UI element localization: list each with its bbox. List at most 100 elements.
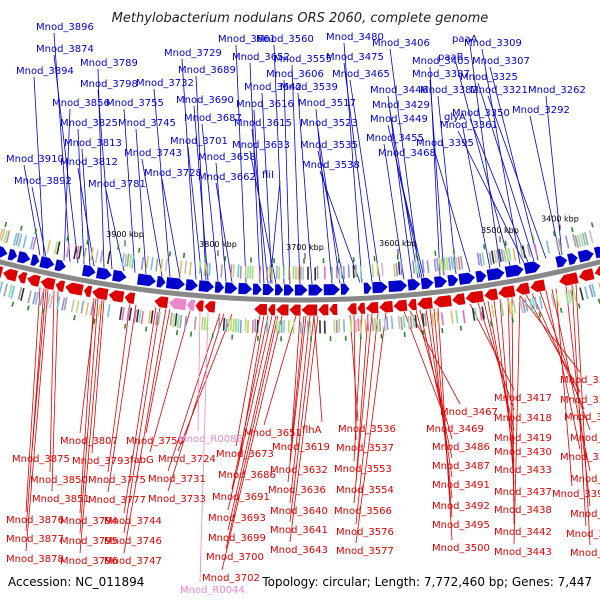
rna-track-mark — [329, 336, 332, 342]
forward-gene-label: Mnod_3429 — [372, 100, 430, 111]
cog-track-mark — [347, 264, 350, 278]
forward-gene-label: fliI — [262, 170, 274, 181]
reverse-gene-label: Mnod_3777 — [88, 495, 146, 506]
rna-track-mark — [20, 225, 23, 231]
forward-feature — [214, 281, 225, 293]
reverse-gene-label: Mnod_3640 — [270, 506, 328, 517]
cog-track-mark — [340, 265, 343, 279]
cog-track-mark — [331, 266, 333, 280]
tick-label: 3400 kbp — [541, 214, 579, 223]
cog-track-mark — [121, 307, 125, 321]
cog-track-mark — [576, 234, 582, 248]
cog-track-mark — [179, 314, 183, 329]
reverse-gene-label: Mnod_3366 — [570, 433, 600, 444]
cog-track-mark — [521, 245, 526, 259]
forward-gene-label: Mnod_3701 — [170, 136, 228, 147]
cog-track-mark — [20, 287, 25, 301]
cog-track-mark — [5, 230, 11, 244]
cog-track-mark — [205, 262, 209, 276]
forward-feature — [224, 282, 238, 294]
reverse-feature — [347, 303, 357, 315]
forward-gene-label: Mnod_3615 — [234, 118, 292, 129]
cog-track-mark — [32, 236, 37, 250]
reverse-gene-label: Mnod_3469 — [426, 424, 484, 435]
cog-track-mark — [126, 253, 130, 267]
cog-track-mark — [572, 288, 577, 302]
reverse-gene-label: Mnod_3851 — [32, 494, 90, 505]
forward-gene-label: Mnod_3395 — [416, 138, 474, 149]
cog-track-mark — [588, 230, 594, 244]
forward-gene-label: Mnod_3405 — [412, 56, 470, 67]
forward-gene-label: paaA — [452, 34, 478, 45]
forward-feature — [475, 270, 487, 283]
rna-track-mark — [452, 248, 456, 254]
cog-track-mark — [138, 309, 142, 323]
cog-track-mark — [123, 254, 128, 268]
cog-track-mark — [383, 318, 387, 332]
cog-track-mark — [450, 310, 454, 324]
forward-gene-label: Mnod_3728 — [144, 168, 202, 179]
cog-track-mark — [140, 256, 145, 270]
forward-gene-label: Mnod_3455 — [366, 133, 424, 144]
rna-track-mark — [138, 247, 141, 253]
forward-gene-label: Mnod_3687 — [184, 113, 242, 124]
rna-track-mark — [373, 256, 376, 262]
cog-track-mark — [283, 319, 285, 333]
cog-track-mark — [414, 314, 418, 328]
forward-feature — [0, 245, 8, 258]
cog-track-mark — [169, 312, 173, 326]
cog-track-mark — [338, 318, 341, 332]
cog-track-mark — [519, 245, 524, 259]
label-lines — [23, 32, 591, 583]
cog-track-mark — [46, 239, 51, 253]
cog-track-mark — [0, 228, 4, 242]
forward-gene-label: Mnod_3662 — [198, 172, 256, 183]
rna-track-mark — [280, 336, 282, 342]
reverse-feature — [498, 285, 516, 298]
rna-track-mark — [41, 308, 45, 314]
forward-feature — [294, 284, 308, 296]
accession-text: Accession: NC_011894 — [8, 575, 144, 589]
cog-track-mark — [490, 250, 495, 264]
forward-gene-label: Mnod_3781 — [88, 179, 146, 190]
forward-feature — [363, 282, 372, 294]
forward-feature — [156, 276, 166, 288]
cog-track-mark — [244, 318, 247, 332]
forward-feature — [7, 248, 18, 261]
reverse-gene-label: Mnod_3746 — [104, 536, 162, 547]
cog-track-mark — [246, 320, 250, 334]
cog-track-mark — [266, 267, 269, 281]
cog-track-mark — [443, 257, 447, 271]
cog-track-mark — [53, 241, 59, 255]
reverse-feature — [27, 274, 41, 287]
rna-track-mark — [577, 303, 581, 309]
reverse-gene-label: Mnod_3876 — [6, 515, 64, 526]
cog-track-mark — [230, 264, 233, 278]
forward-gene-label: Mnod_3798 — [80, 79, 138, 90]
cog-track-mark — [0, 281, 4, 295]
reverse-gene-label: Mnod_3418 — [494, 413, 552, 424]
rna-track-mark — [337, 257, 340, 263]
cog-track-mark — [119, 306, 123, 320]
rna-track-mark — [570, 227, 574, 233]
forward-gene-label: Mnod_3661 — [218, 34, 276, 45]
cog-track-mark — [471, 307, 476, 321]
cog-track-mark — [352, 264, 355, 278]
cog-track-mark — [99, 249, 104, 263]
cog-track-mark — [521, 299, 526, 313]
reverse-feature — [433, 295, 452, 308]
forward-feature — [185, 279, 198, 291]
forward-gene-label: Mnod_3406 — [372, 38, 430, 49]
forward-gene-label: Mnod_3732 — [136, 78, 194, 89]
forward-feature — [388, 280, 408, 293]
tick-label: 3700 kbp — [286, 243, 324, 252]
cog-track-mark — [80, 300, 85, 314]
rna-feature — [187, 299, 196, 311]
forward-gene-label: Mnod_3539 — [280, 82, 338, 93]
reverse-gene-label: Mnod_3554 — [336, 485, 394, 496]
cog-track-mark — [591, 283, 596, 297]
forward-gene-label: Mnod_3690 — [176, 95, 234, 106]
cog-track-mark — [479, 307, 483, 321]
rna-track-mark — [273, 258, 275, 264]
cog-track-mark — [201, 316, 204, 330]
